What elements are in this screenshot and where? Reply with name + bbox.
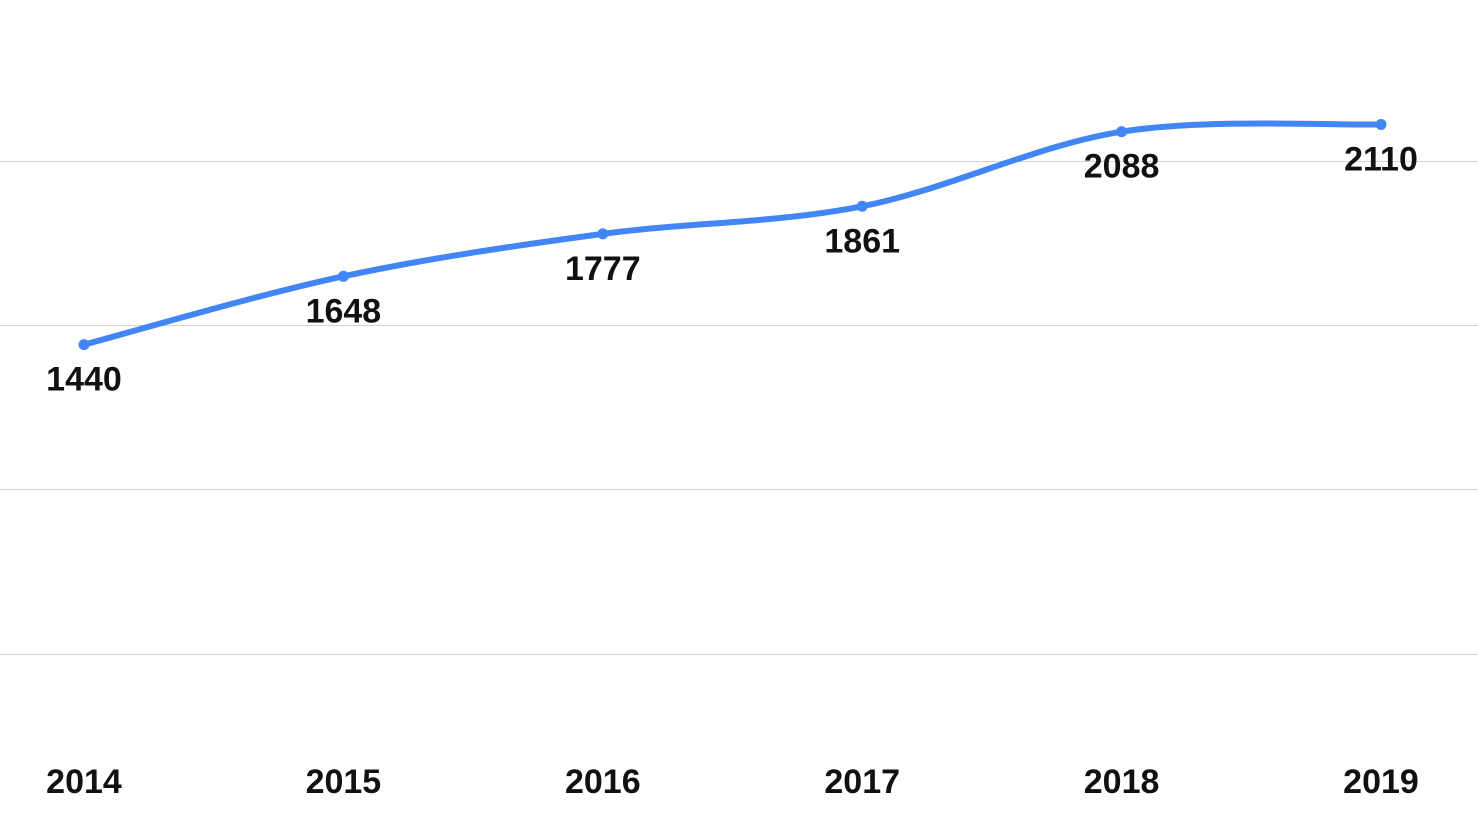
data-point-2016: [597, 228, 609, 240]
data-label-2015: 1648: [306, 292, 382, 330]
series-line-group: [81, 120, 1384, 348]
data-point-2014: [78, 339, 90, 351]
x-tick-label-2019: 2019: [1343, 763, 1419, 801]
x-tick-label-2015: 2015: [306, 763, 382, 801]
data-point-2018: [1116, 126, 1128, 138]
data-label-2017: 1861: [824, 222, 900, 260]
x-tick-label-2016: 2016: [565, 763, 641, 801]
x-tick-label-2014: 2014: [46, 763, 122, 801]
data-label-2018: 2088: [1084, 148, 1160, 186]
x-axis-tick-labels: 2014 2015 2016 2017 2018 2019: [46, 763, 1419, 801]
x-tick-label-2018: 2018: [1084, 763, 1160, 801]
data-points: [78, 118, 1387, 351]
gridlines: [0, 161, 1478, 655]
data-point-2017: [856, 200, 868, 212]
data-label-2014: 1440: [46, 361, 122, 399]
data-point-2015: [337, 270, 349, 282]
x-tick-label-2017: 2017: [824, 763, 900, 801]
series-line: [81, 120, 1384, 348]
data-point-2019: [1375, 118, 1387, 130]
data-label-2016: 1777: [565, 250, 641, 288]
data-label-2019: 2110: [1344, 140, 1418, 178]
data-labels: 1440 1648 1777 1861 2088 2110: [46, 140, 1418, 398]
